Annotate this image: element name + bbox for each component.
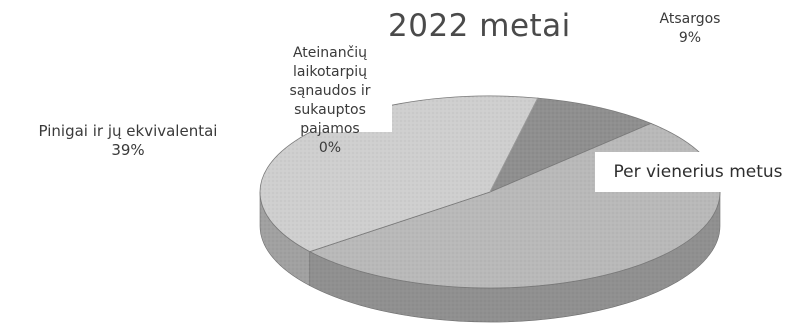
slice-label-ateinanciu-line2: sąnaudos ir sukauptos xyxy=(289,83,371,118)
slice-label-pinigai-name: Pinigai ir jų ekvivalentai xyxy=(38,122,218,140)
slice-label-ateinanciu-line3: pajamos xyxy=(300,121,360,137)
pie-slice-texture-0 xyxy=(490,98,651,192)
slice-label-ateinanciu: Ateinančių laikotarpių sąnaudos ir sukau… xyxy=(268,44,392,158)
slice-label-atsargos-percent: 9% xyxy=(678,30,702,46)
pie-side-texture-2-0 xyxy=(260,192,310,286)
pie-slice-texture-2 xyxy=(260,96,538,252)
slice-label-atsargos: Atsargos 9% xyxy=(640,10,740,48)
slice-label-atsargos-name: Atsargos xyxy=(659,11,721,27)
label-background xyxy=(268,40,392,132)
chart-title: 2022 metai xyxy=(388,8,571,44)
slice-label-ateinanciu-percent: 0% xyxy=(318,140,342,156)
pie-slice-3 xyxy=(489,97,539,193)
slice-label-per-vienerius-metus: Per vienerius metus xyxy=(595,152,801,192)
slice-label-ateinanciu-line1: Ateinančių laikotarpių xyxy=(292,45,368,80)
pie-side-texture-1-0 xyxy=(309,192,720,322)
slice-label-pinigai: Pinigai ir jų ekvivalentai 39% xyxy=(0,122,256,160)
slice-label-pinigai-percent: 39% xyxy=(111,141,145,159)
